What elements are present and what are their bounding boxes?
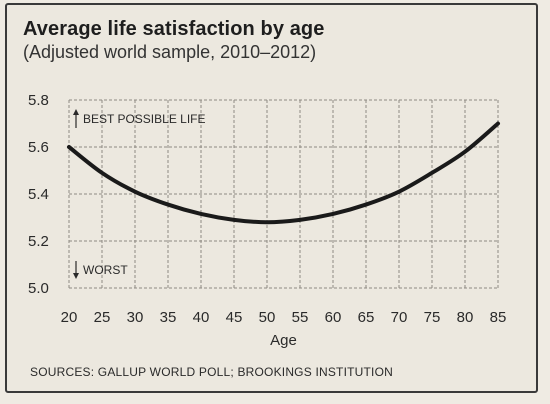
x-axis-ticks: 20 25 30 35 40 45 50 55 60 65 70 75 80 85 [61, 309, 507, 326]
x-tick-label: 75 [424, 309, 441, 326]
x-axis-label: Age [270, 332, 297, 349]
y-tick-label: 5.4 [28, 186, 49, 203]
annotation-best-label: BEST POSSIBLE LIFE [83, 112, 206, 126]
x-tick-label: 40 [193, 309, 210, 326]
series-line [67, 121, 500, 225]
x-tick-label: 50 [259, 309, 276, 326]
annotation-worst: WORST [73, 261, 128, 279]
annotation-worst-label: WORST [83, 263, 128, 277]
chart-frame [5, 3, 538, 393]
x-tick-label: 85 [490, 309, 507, 326]
down-arrowhead-icon [73, 273, 79, 279]
x-tick-label: 20 [61, 309, 78, 326]
y-tick-label: 5.6 [28, 139, 49, 156]
y-tick-label: 5.0 [28, 280, 49, 297]
x-tick-label: 35 [160, 309, 177, 326]
y-axis-ticks: 5.0 5.2 5.4 5.6 5.8 [28, 92, 49, 297]
up-arrowhead-icon [73, 109, 79, 115]
y-tick-label: 5.8 [28, 92, 49, 109]
y-tick-label: 5.2 [28, 233, 49, 250]
x-tick-label: 30 [127, 309, 144, 326]
x-tick-label: 55 [292, 309, 309, 326]
x-tick-label: 80 [457, 309, 474, 326]
source-note: SOURCES: GALLUP WORLD POLL; BROOKINGS IN… [30, 365, 393, 379]
x-tick-label: 65 [358, 309, 375, 326]
x-tick-label: 70 [391, 309, 408, 326]
x-tick-label: 60 [325, 309, 342, 326]
chart-title: Average life satisfaction by age [23, 18, 325, 40]
annotation-best: BEST POSSIBLE LIFE [73, 109, 206, 128]
grid-lines [68, 99, 499, 289]
x-tick-label: 25 [94, 309, 111, 326]
chart-subtitle: (Adjusted world sample, 2010–2012) [23, 42, 317, 62]
x-tick-label: 45 [226, 309, 243, 326]
